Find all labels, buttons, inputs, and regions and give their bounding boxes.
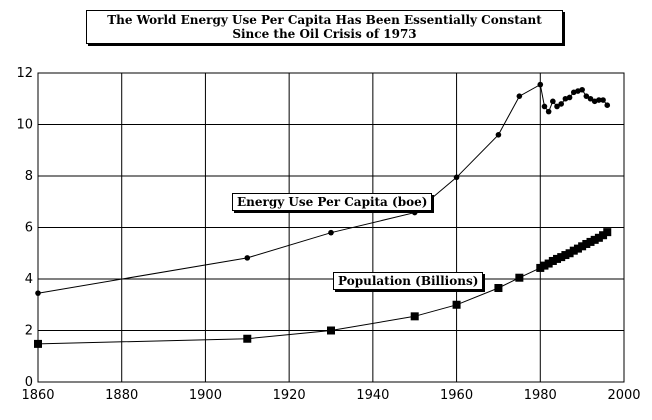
- x-tick-label: 1880: [105, 388, 138, 403]
- energy-point: [541, 103, 548, 110]
- energy-point: [516, 93, 523, 99]
- population-point: [540, 261, 549, 270]
- chart-title: The World Energy Use Per Capita Has Been…: [86, 10, 563, 44]
- energy-point: [566, 94, 573, 101]
- population-point: [327, 326, 335, 335]
- energy-point: [495, 132, 502, 138]
- population-point: [565, 249, 574, 258]
- energy-point: [453, 174, 460, 181]
- population-point: [590, 235, 599, 244]
- population-point: [410, 312, 419, 321]
- population-point: [494, 284, 503, 293]
- population-point: [594, 233, 603, 242]
- y-tick-label: 2: [25, 324, 33, 339]
- population-point: [548, 256, 557, 265]
- grid: [37, 72, 625, 383]
- x-tick-label: 2000: [607, 388, 640, 403]
- population-point: [544, 259, 553, 268]
- energy-point: [587, 95, 594, 102]
- y-tick-label: 12: [16, 66, 33, 81]
- y-tick-label: 0: [25, 375, 33, 390]
- y-tick-label: 8: [25, 169, 33, 184]
- x-tick-label: 1940: [356, 388, 389, 403]
- energy-point: [583, 93, 590, 99]
- population-point: [536, 263, 545, 272]
- population-point: [515, 273, 524, 282]
- energy-point: [328, 229, 334, 236]
- x-axis-ticks: 1860 1880 1900 1920 1940 1960 1980 2000: [21, 388, 640, 403]
- energy-point: [550, 98, 556, 105]
- y-axis-ticks: 0 2 4 6 8 10 12: [16, 66, 33, 390]
- energy-point: [579, 86, 585, 93]
- energy-point: [558, 101, 565, 107]
- y-tick-label: 4: [25, 272, 33, 287]
- energy-point: [244, 255, 251, 261]
- energy-point: [596, 97, 602, 103]
- population-point: [561, 251, 570, 260]
- population-point: [243, 334, 252, 343]
- energy-point: [35, 290, 41, 296]
- population-point: [586, 237, 595, 246]
- population-point: [599, 231, 608, 240]
- series-line-0: [37, 83, 608, 294]
- population-point: [569, 246, 578, 255]
- population-point: [582, 239, 591, 248]
- x-tick-label: 1920: [273, 388, 306, 403]
- series-label-population: Population (Billions): [333, 272, 484, 290]
- energy-point: [604, 102, 611, 108]
- population-point: [553, 254, 562, 263]
- y-tick-label: 10: [16, 118, 33, 133]
- energy-point: [554, 103, 560, 110]
- energy-point: [537, 81, 544, 88]
- population-point: [578, 242, 587, 251]
- population-point: [557, 253, 566, 262]
- y-tick-label: 6: [25, 221, 33, 236]
- x-tick-label: 1960: [440, 388, 473, 403]
- energy-point: [411, 209, 418, 216]
- population-point: [573, 244, 582, 253]
- population-point: [603, 228, 612, 237]
- x-tick-label: 1980: [524, 388, 557, 403]
- x-tick-label: 1860: [21, 388, 54, 403]
- population-point: [34, 339, 42, 348]
- series-layer: [34, 81, 612, 348]
- energy-point: [545, 108, 552, 115]
- series-label-energy: Energy Use Per Capita (boe): [232, 193, 433, 211]
- x-tick-label: 1900: [189, 388, 222, 403]
- series-line-1: [37, 231, 608, 345]
- population-point: [452, 300, 461, 309]
- energy-point: [600, 97, 606, 103]
